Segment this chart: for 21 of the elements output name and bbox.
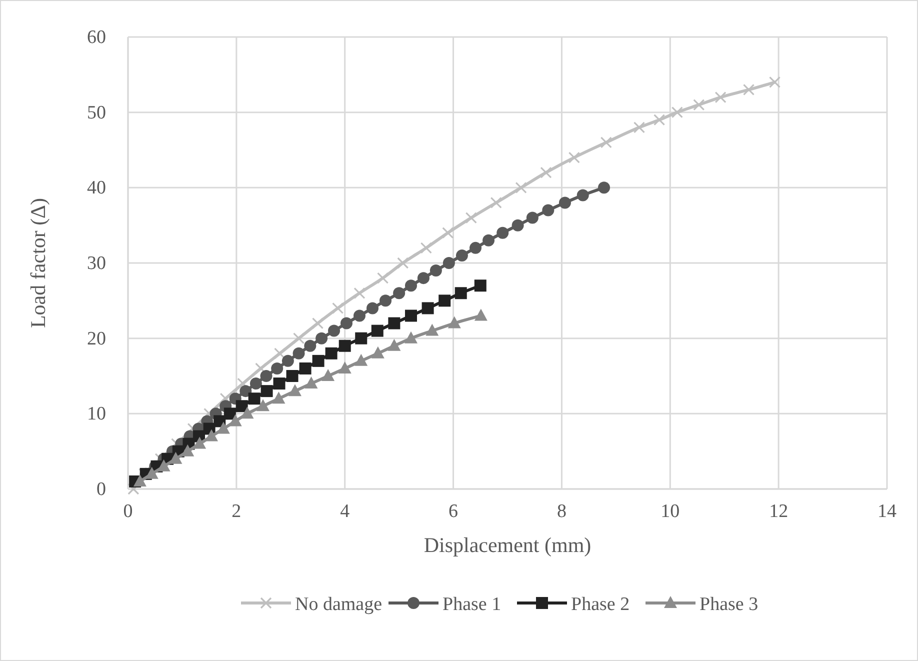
x-tick-label: 14 (878, 501, 897, 522)
y-tick-label: 10 (87, 404, 106, 425)
y-tick-label: 40 (87, 178, 106, 199)
x-tick-label: 2 (232, 501, 242, 522)
y-tick-label: 50 (87, 102, 106, 124)
x-tick-label: 10 (660, 501, 680, 522)
y-tick-label: 30 (87, 253, 106, 274)
x-tick-label: 6 (448, 501, 458, 522)
y-tick-label: 60 (87, 27, 106, 48)
y-tick-label: 20 (87, 328, 106, 350)
y-tick-label: 0 (96, 479, 106, 500)
x-axis-title: Displacement (mm) (424, 533, 592, 557)
y-axis-title: Load factor (Δ) (26, 198, 50, 328)
legend-label: Phase 3 (700, 594, 758, 615)
x-tick-label: 0 (123, 501, 133, 522)
legend-label: Phase 1 (442, 594, 502, 615)
x-tick-label: 8 (556, 501, 566, 522)
legend-label: No damage (295, 594, 382, 615)
x-tick-label: 4 (340, 501, 350, 522)
legend-label: Phase 2 (571, 594, 630, 615)
x-tick-label: 12 (769, 501, 788, 522)
